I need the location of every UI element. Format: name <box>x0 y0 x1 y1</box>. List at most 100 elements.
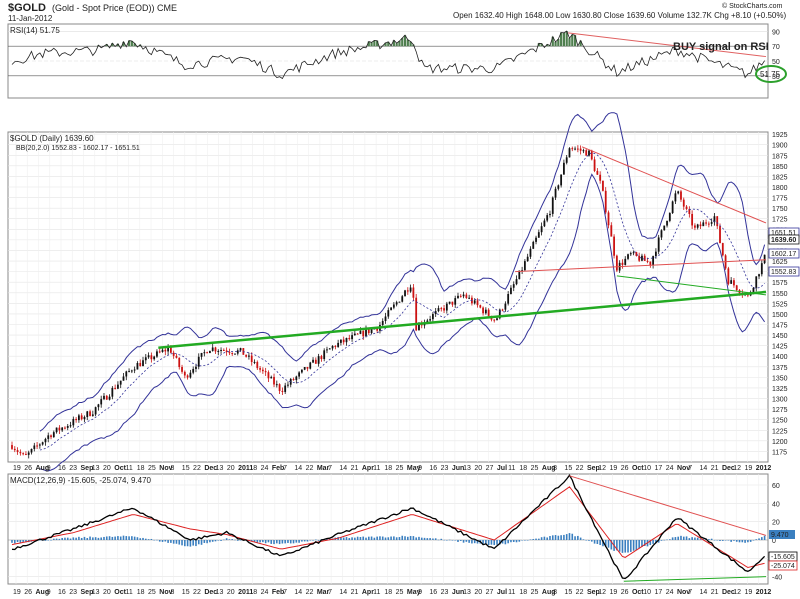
price-tick-label: 1625 <box>772 259 788 266</box>
price-tick-label: 1525 <box>772 301 788 308</box>
macd-histogram-bar <box>487 540 490 546</box>
x-tick-label: Apr <box>362 465 374 472</box>
rsi-label: RSI(14) 51.75 <box>10 26 60 35</box>
candle-body <box>635 252 638 256</box>
candle-body <box>699 224 702 227</box>
candle-body <box>359 330 362 334</box>
bb-lower-tag: 1552.83 <box>771 269 796 276</box>
quote-summary: Open 1632.40 High 1648.00 Low 1630.80 Cl… <box>453 11 786 20</box>
macd-histogram-bar <box>276 540 278 544</box>
rsi-trendline <box>568 32 767 58</box>
macd-histogram-bar <box>387 537 390 540</box>
macd-histogram-bar <box>359 536 362 540</box>
support-trendline <box>158 290 767 350</box>
x-tick-label-bottom: Apr <box>362 589 374 596</box>
candle-body <box>181 367 183 372</box>
macd-histogram-bar <box>47 540 50 541</box>
candle-body <box>498 309 501 319</box>
candle-body <box>133 369 136 371</box>
x-tick-label-bottom: 15 <box>182 589 190 596</box>
x-tick-label-bottom: Dec <box>204 589 217 596</box>
macd-histogram-bar <box>273 540 275 545</box>
candle-body <box>105 395 108 400</box>
candle-body <box>763 254 766 264</box>
x-tick-label: 13 <box>463 465 471 472</box>
candle-body <box>716 216 719 227</box>
macd-histogram-bar <box>139 538 142 540</box>
candle-body <box>632 252 635 254</box>
macd-histogram-bar <box>393 536 395 540</box>
candle-body <box>571 148 574 150</box>
macd-histogram-bar <box>735 540 738 542</box>
price-label: $GOLD (Daily) 1639.60 <box>10 134 94 143</box>
x-tick-label-bottom: Jun <box>452 589 464 596</box>
price-tick-label: 1900 <box>772 143 788 150</box>
price-tick-label: 1775 <box>772 196 788 203</box>
candle-body <box>487 309 490 316</box>
candle-body <box>429 319 432 321</box>
candle-body <box>312 359 314 363</box>
macd-histogram-bar <box>738 540 741 543</box>
macd-histogram-bar <box>295 540 298 543</box>
macd-tick-label: 60 <box>772 483 780 490</box>
candle-body <box>273 376 275 385</box>
x-tick-label-bottom: 13 <box>463 589 471 596</box>
macd-histogram-bar <box>490 540 493 545</box>
candle-body <box>16 450 19 453</box>
macd-histogram-bar <box>223 539 225 541</box>
x-tick-label: 26 <box>24 465 32 472</box>
macd-histogram-bar <box>685 536 688 540</box>
candle-body <box>119 380 122 385</box>
macd-histogram-bar <box>367 536 370 540</box>
candle-body <box>685 206 688 210</box>
bb-middle-tag: 1602.17 <box>771 251 796 258</box>
price-tick-label: 1375 <box>772 365 788 372</box>
candle-body <box>203 352 206 354</box>
macd-histogram-bar <box>758 538 760 540</box>
candle-body <box>504 303 507 310</box>
macd-histogram-bar <box>298 540 300 543</box>
x-tick-label: 24 <box>261 465 269 472</box>
candle-body <box>440 308 443 310</box>
candle-body <box>532 241 535 249</box>
candle-body <box>381 320 384 326</box>
macd-histogram-bar <box>259 540 261 543</box>
candle-body <box>674 193 677 202</box>
candle-body <box>462 294 465 297</box>
x-tick-label: 24 <box>666 465 674 472</box>
candle-body <box>270 376 273 379</box>
candle-body <box>337 342 340 347</box>
candle-body <box>448 301 451 304</box>
candle-body <box>615 255 618 271</box>
macd-histogram-bar <box>657 540 660 543</box>
macd-histogram-bar <box>429 538 431 540</box>
x-tick-label-bottom: Feb <box>272 589 284 596</box>
x-tick-label-bottom: 11 <box>126 589 133 596</box>
x-tick-label-bottom: 18 <box>249 589 257 596</box>
macd-histogram-bar <box>682 536 685 540</box>
candle-body <box>646 260 649 262</box>
macd-histogram-bar <box>423 537 426 540</box>
candle-body <box>58 427 61 431</box>
x-tick-label: 25 <box>396 465 404 472</box>
macd-histogram-bar <box>412 536 415 540</box>
macd-histogram-bar <box>708 539 710 540</box>
candle-body <box>426 320 429 323</box>
macd-histogram-bar <box>557 535 560 540</box>
candle-body <box>654 251 657 257</box>
candle-body <box>479 305 482 308</box>
candle-body <box>735 285 738 291</box>
macd-histogram-bar <box>643 540 646 546</box>
x-tick-label-bottom: 23 <box>441 589 449 596</box>
x-tick-label-bottom: Dec <box>722 589 735 596</box>
x-tick-label-bottom: 2012 <box>756 589 772 596</box>
macd-resistance-trendline <box>569 475 767 536</box>
macd-histogram-bar <box>560 535 562 540</box>
macd-histogram-bar <box>111 536 114 540</box>
candle-body <box>412 287 415 298</box>
macd-histogram-bar <box>710 538 713 540</box>
candle-body <box>256 361 259 369</box>
macd-histogram-bar <box>688 538 691 540</box>
candle-body <box>64 427 66 429</box>
price-tick-label: 1300 <box>772 397 788 404</box>
